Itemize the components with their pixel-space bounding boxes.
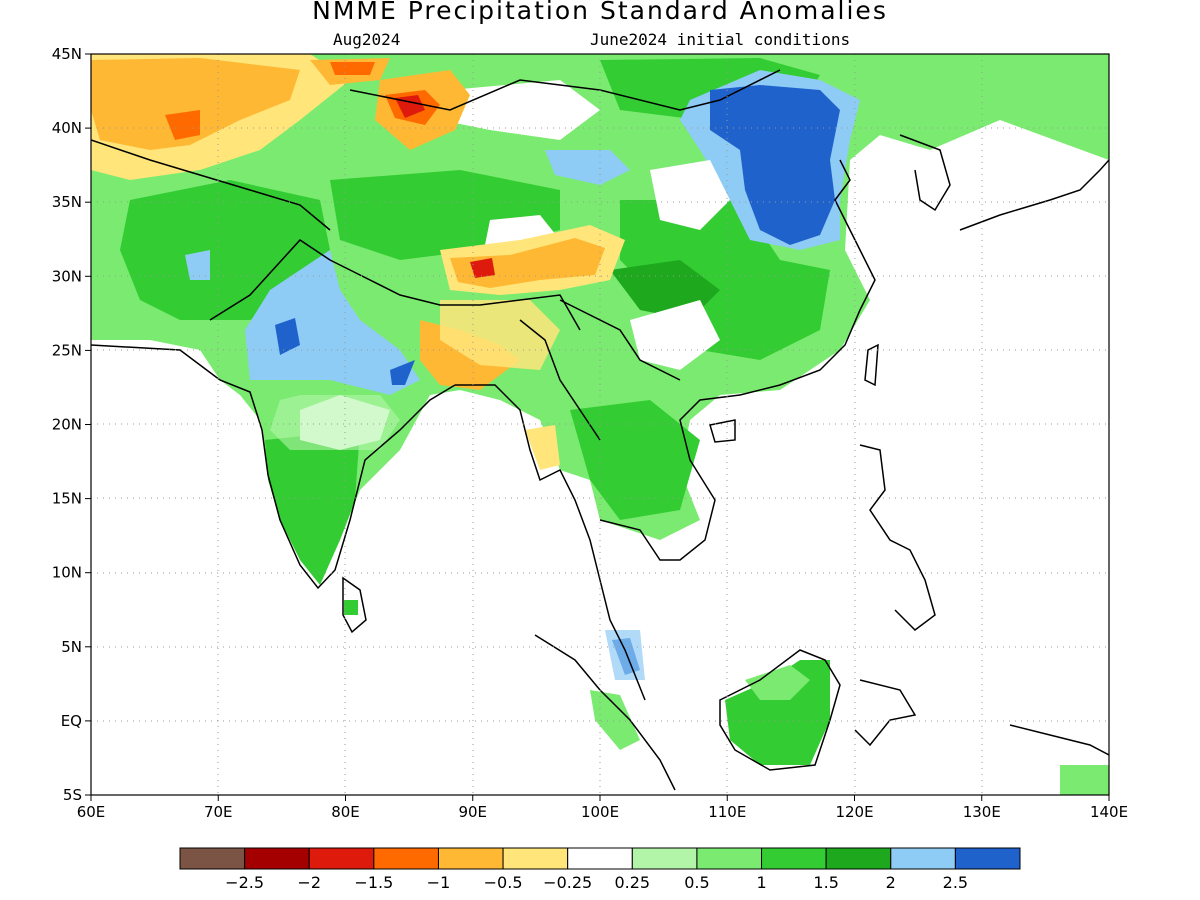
colorbar-swatch [179,847,246,870]
coast-korea [899,134,951,212]
coast-new-guinea [1009,724,1109,756]
field-sumatra-green [590,690,640,750]
colorbar-swatch [373,847,439,870]
field-pak-blue [185,250,210,280]
field-borneo-light [745,665,810,700]
lon-tick-label: 80E [331,803,360,821]
lat-tick-label: 5N [61,638,82,656]
lat-tick-label: 15N [52,490,82,508]
lon-tick-label: 140E [1090,803,1128,821]
lon-tick-label: 120E [835,803,873,821]
colorbar-label: 1.5 [813,873,838,892]
coast-taiwan [864,343,879,387]
initial-conditions-label: June2024 initial conditions [590,30,851,49]
field-myanmar-yellow [525,425,560,470]
lat-tick-label: 5S [63,786,82,804]
colorbar-swatch [567,847,633,870]
field-india-blue [245,250,420,395]
coast-borneo [719,649,841,771]
coast-indochina [599,394,741,561]
coast-bengal [455,384,646,701]
colorbar-swatch [954,847,1021,870]
colorbar-label: −2 [297,873,321,892]
anomaly-field [91,54,1109,795]
lat-tick-label: 45N [52,45,82,63]
colorbar-swatch [502,847,569,870]
colorbar-label: −0.25 [543,873,592,892]
colorbar-swatch [890,847,956,870]
colorbar-swatch [825,847,892,870]
field-india-blue-dark-2 [390,360,415,385]
field-malay-blue2 [605,630,645,680]
lon-tick-label: 110E [708,803,746,821]
field-india-light [270,395,400,450]
field-white-2 [650,160,730,230]
border-india-north [209,239,581,331]
colorbar-label: 2.5 [943,873,968,892]
colorbar-label: −0.5 [484,873,523,892]
field-white-1 [440,80,600,140]
colorbar-label: −2.5 [225,873,264,892]
colorbar-swatch [437,847,504,870]
colorbar-swatch [631,847,698,870]
colorbar-label: 0.25 [614,873,650,892]
coast-philippines [859,444,936,631]
colorbar-label: 0.5 [684,873,709,892]
field-indo-green [1060,765,1109,795]
field-china-blue-dark [710,85,840,245]
latitude-axis: 45N 40N 35N 30N 25N 20N 15N 10N 5N EQ 5S [52,45,91,804]
field-tibet-red [470,258,495,278]
coast-hainan [709,419,736,443]
lat-tick-label: 30N [52,267,82,285]
longitude-axis: 60E 70E 80E 90E 100E 110E 120E 130E 140E [77,795,1128,821]
lon-tick-label: 60E [77,803,106,821]
lon-tick-label: 70E [204,803,233,821]
forecast-month: Aug2024 [333,30,401,49]
lat-tick-label: 40N [52,119,82,137]
colorbar-label: 2 [886,873,896,892]
field-sri-lanka [344,600,358,615]
lat-tick-label: 20N [52,416,82,434]
lat-tick-label: EQ [61,712,82,730]
border-pak [91,344,221,381]
coast-china-south [739,159,876,396]
lat-tick-label: 35N [52,193,82,211]
field-green-dark-3 [620,200,830,360]
coast-india [219,379,456,590]
colorbar-label: 1 [756,873,766,892]
field-kaz-orange [91,58,300,150]
field-green-dark-6 [570,400,700,520]
field-bengal-yellow [440,300,560,370]
field-india-blue-dark-1 [275,318,300,355]
lon-tick-label: 100E [581,803,619,821]
colorbar-label: −1 [427,873,451,892]
field-mongolia-red [330,62,375,75]
lon-tick-label: 130E [963,803,1001,821]
lat-tick-label: 25N [52,341,82,359]
lon-tick-label: 90E [458,803,487,821]
border-central-asia [91,139,331,231]
field-tibet-blue [545,150,630,185]
colorbar-swatch [761,847,827,870]
coast-sulawesi [854,679,917,747]
colorbar: −2.5 −2 −1.5 −1 −0.5 −0.25 0.25 0.5 1 1.5 2 2.5 [179,847,1021,892]
colorbar-label: −1.5 [354,873,393,892]
field-white-3 [630,300,720,370]
colorbar-swatch [696,847,763,870]
coast-japan [959,159,1109,231]
coast-sumatra [534,634,676,791]
lat-tick-label: 10N [52,564,82,582]
border-china-sea [559,299,681,381]
colorbar-swatch [244,847,310,870]
field-kaz-orange2 [165,110,200,140]
border-myanmar [519,319,601,441]
field-india-south [265,430,360,585]
map-title: NMME Precipitation Standard Anomalies [312,0,888,25]
colorbar-swatch [308,847,375,870]
coast-sri-lanka [342,576,367,634]
